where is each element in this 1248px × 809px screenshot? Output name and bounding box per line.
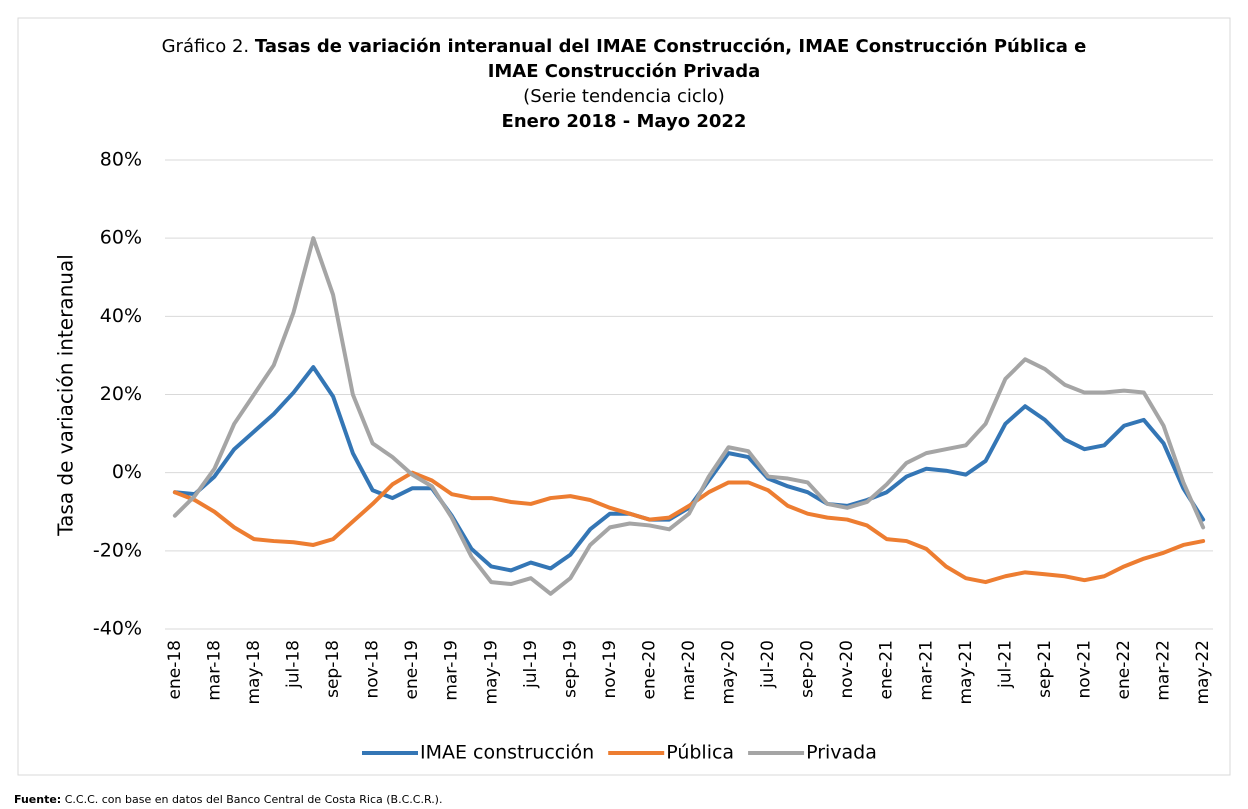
source-label: Fuente: <box>14 793 62 806</box>
legend-label: IMAE construcción <box>420 742 594 764</box>
x-tick-label: ene-21 <box>877 640 897 699</box>
chart-subtitle: (Serie tendencia ciclo) <box>523 86 725 107</box>
x-tick-label: sep-19 <box>560 640 580 698</box>
x-tick-label: jul-18 <box>284 640 304 689</box>
x-tick-label: sep-18 <box>323 640 343 698</box>
series-line <box>172 470 1206 585</box>
chart-title: Tasas de variación interanual del IMAE C… <box>254 36 1087 82</box>
x-tick-label: may-21 <box>956 640 976 705</box>
chart-border <box>17 17 1231 776</box>
x-tick-label: ene-20 <box>639 640 659 699</box>
x-tick-label: jul-19 <box>521 640 541 689</box>
x-tick-label: sep-21 <box>1035 640 1055 698</box>
x-tick-label: jul-20 <box>758 640 778 689</box>
x-tick-label: ene-18 <box>165 640 185 699</box>
x-tick-label: nov-21 <box>1074 640 1094 699</box>
title-line: Gráfico 2. Tasas de variación interanual… <box>140 34 1108 84</box>
source-text: C.C.C. con base en datos del Banco Centr… <box>64 793 443 806</box>
x-tick-label: nov-20 <box>837 640 857 699</box>
x-tick-label: jul-21 <box>995 640 1015 689</box>
x-tick-label: ene-19 <box>402 640 422 699</box>
legend: IMAE construcción Pública Privada <box>362 742 877 764</box>
x-tick-label: may-22 <box>1193 640 1213 705</box>
x-tick-label: mar-19 <box>442 640 462 701</box>
source-note: Fuente: C.C.C. con base en datos del Ban… <box>14 793 442 806</box>
series-line <box>172 236 1206 596</box>
x-tick-label: mar-20 <box>679 640 699 701</box>
x-tick-label: sep-20 <box>798 640 818 698</box>
y-tick-label: 40% <box>100 305 142 327</box>
y-tick-label: -20% <box>93 539 142 561</box>
legend-label: Pública <box>666 742 734 764</box>
y-axis-label: Tasa de variación interanual <box>54 254 78 537</box>
y-tick-label: 0% <box>112 461 142 483</box>
x-tick-label: nov-18 <box>363 640 383 699</box>
y-tick-label: 20% <box>100 383 142 405</box>
x-tick-label: mar-21 <box>916 640 936 701</box>
x-tick-label: nov-19 <box>600 640 620 699</box>
title-prefix: Gráfico 2. <box>161 36 250 57</box>
legend-label: Privada <box>806 742 877 764</box>
x-tick-label: ene-22 <box>1114 640 1134 699</box>
y-tick-label: -40% <box>93 618 142 640</box>
chart-title-block: Gráfico 2. Tasas de variación interanual… <box>140 34 1108 134</box>
y-tick-label: 80% <box>100 149 142 171</box>
x-tick-label: mar-18 <box>204 640 224 701</box>
x-tick-label: may-18 <box>244 640 264 705</box>
x-tick-label: may-20 <box>719 640 739 705</box>
y-tick-label: 60% <box>100 227 142 249</box>
x-tick-label: may-19 <box>481 640 501 705</box>
chart-period: Enero 2018 - Mayo 2022 <box>501 111 747 132</box>
x-tick-label: mar-22 <box>1154 640 1174 701</box>
